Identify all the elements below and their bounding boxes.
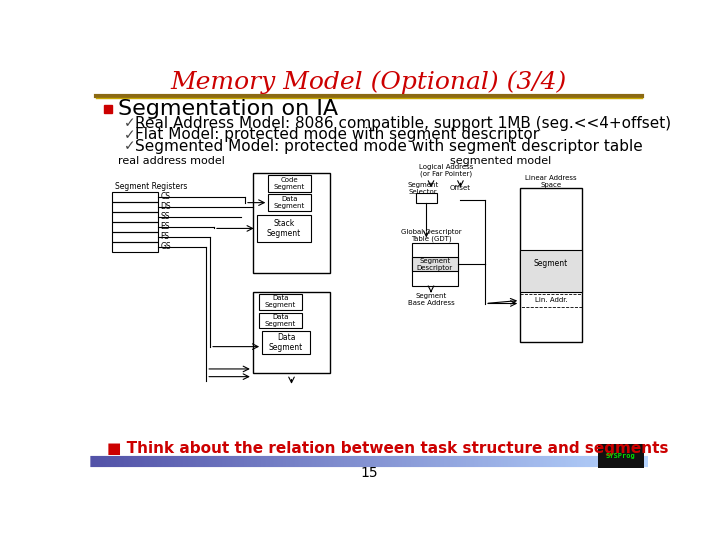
Bar bbox=[112, 242, 158, 252]
Text: Global Descriptor
Table (GDT): Global Descriptor Table (GDT) bbox=[401, 229, 462, 242]
Bar bbox=[262, 331, 310, 354]
Text: segmented model: segmented model bbox=[450, 156, 552, 166]
Bar bbox=[259, 313, 302, 328]
Bar bbox=[259, 294, 302, 309]
Bar bbox=[112, 212, 158, 222]
Bar bbox=[104, 105, 112, 113]
Bar bbox=[112, 222, 158, 232]
Text: CS: CS bbox=[161, 192, 171, 201]
Text: FS: FS bbox=[161, 232, 169, 241]
Text: SYSProg: SYSProg bbox=[606, 453, 636, 459]
Text: Logical Address
(or Far Pointer): Logical Address (or Far Pointer) bbox=[419, 164, 474, 177]
Text: ✓: ✓ bbox=[124, 116, 136, 130]
Text: real address model: real address model bbox=[118, 156, 225, 166]
Bar bbox=[520, 294, 582, 307]
Bar bbox=[520, 188, 582, 342]
Text: DS: DS bbox=[161, 202, 171, 211]
Text: Lin. Addr.: Lin. Addr. bbox=[535, 298, 567, 303]
Text: Segment
Selector: Segment Selector bbox=[408, 181, 439, 194]
Text: Data
Segment: Data Segment bbox=[269, 333, 303, 353]
Bar bbox=[412, 244, 458, 286]
Text: ES: ES bbox=[161, 222, 170, 231]
Text: Segmentation on IA: Segmentation on IA bbox=[118, 99, 338, 119]
Text: Memory Model (Optional) (3/4): Memory Model (Optional) (3/4) bbox=[171, 70, 567, 93]
Bar bbox=[598, 444, 644, 468]
Bar bbox=[256, 215, 311, 242]
Text: Linear Address
Space: Linear Address Space bbox=[526, 176, 577, 188]
Text: 15: 15 bbox=[360, 466, 378, 480]
Bar bbox=[415, 193, 437, 202]
Text: Segment: Segment bbox=[534, 259, 568, 268]
Bar bbox=[520, 249, 582, 292]
Text: ✓: ✓ bbox=[124, 128, 136, 142]
Bar bbox=[112, 232, 158, 242]
Text: Flat Model: protected mode with segment descriptor: Flat Model: protected mode with segment … bbox=[135, 127, 539, 143]
Text: SS: SS bbox=[161, 212, 170, 221]
Bar bbox=[412, 257, 458, 271]
Text: Segment
Base Address: Segment Base Address bbox=[408, 293, 454, 306]
Text: ✓: ✓ bbox=[124, 139, 136, 153]
Bar bbox=[112, 192, 158, 202]
Text: ■ Think about the relation between task structure and segments: ■ Think about the relation between task … bbox=[107, 441, 669, 456]
Text: Real Address Model: 8086 compatible, support 1MB (seg.<<4+offset): Real Address Model: 8086 compatible, sup… bbox=[135, 116, 671, 131]
Bar bbox=[112, 202, 158, 212]
Bar bbox=[253, 292, 330, 373]
Text: GS: GS bbox=[161, 242, 171, 252]
Text: Code
Segment: Code Segment bbox=[274, 177, 305, 190]
Text: Stack
Segment: Stack Segment bbox=[266, 219, 301, 238]
Bar bbox=[269, 194, 311, 211]
Text: Offset: Offset bbox=[450, 185, 471, 191]
Text: Data
Segment: Data Segment bbox=[274, 196, 305, 209]
Text: Segment
Descriptor: Segment Descriptor bbox=[417, 258, 453, 271]
Bar bbox=[253, 173, 330, 273]
Bar bbox=[269, 175, 311, 192]
Text: Data
Segment: Data Segment bbox=[265, 295, 296, 308]
Text: Segmented Model: protected mode with segment descriptor table: Segmented Model: protected mode with seg… bbox=[135, 139, 643, 154]
Text: Segment Registers: Segment Registers bbox=[114, 182, 187, 191]
Text: Data
Segment: Data Segment bbox=[265, 314, 296, 327]
